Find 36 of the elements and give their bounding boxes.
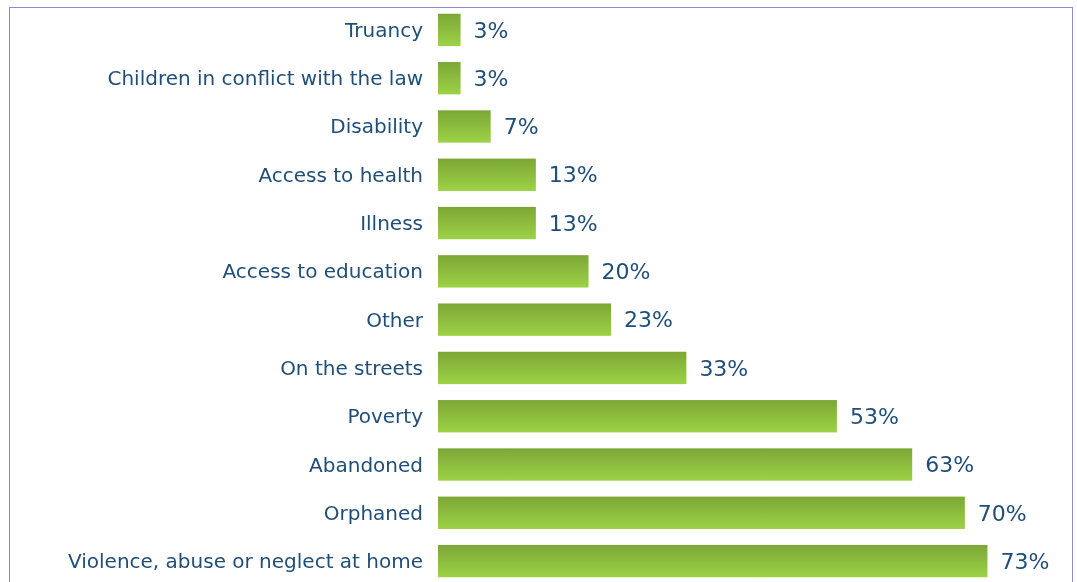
data-label: 13%	[548, 162, 598, 188]
data-label: 7%	[503, 114, 539, 140]
data-label: 63%	[925, 452, 975, 478]
y-tick-label: Access to education	[222, 259, 423, 284]
data-label: 73%	[1000, 548, 1050, 574]
y-tick-label: Violence, abuse or neglect at home	[68, 549, 423, 574]
y-tick-label: Access to health	[258, 162, 423, 187]
y-tick-label: Abandoned	[309, 452, 423, 477]
bar	[438, 351, 687, 385]
y-tick-label: Children in conflict with the law	[107, 66, 423, 91]
bar	[438, 400, 837, 433]
data-label: 23%	[624, 307, 674, 333]
data-label: 70%	[977, 500, 1027, 526]
data-label: 3%	[473, 17, 509, 43]
data-label: 33%	[699, 355, 749, 381]
bar	[438, 544, 988, 578]
bar	[438, 255, 589, 288]
data-label: 13%	[548, 210, 598, 236]
y-tick-label: On the streets	[280, 355, 423, 380]
y-tick-label: Other	[366, 307, 424, 332]
bar	[438, 303, 612, 336]
data-label: 53%	[849, 403, 899, 429]
bar	[438, 448, 913, 481]
data-label: 3%	[473, 65, 509, 91]
bar	[438, 158, 536, 191]
bar	[438, 62, 461, 95]
bar	[438, 13, 461, 47]
bar	[438, 110, 491, 143]
bar	[438, 496, 965, 529]
data-label: 20%	[601, 259, 651, 285]
bar	[438, 206, 536, 240]
y-tick-label: Disability	[330, 114, 424, 139]
y-tick-label: Truancy	[344, 17, 424, 42]
y-tick-label: Illness	[360, 211, 423, 236]
y-tick-label: Poverty	[347, 404, 424, 429]
y-tick-label: Orphaned	[323, 500, 423, 525]
